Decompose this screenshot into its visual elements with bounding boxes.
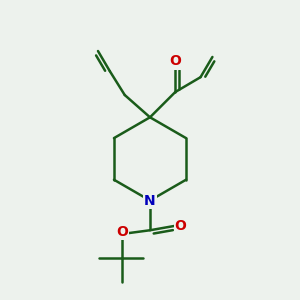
Text: O: O (169, 54, 181, 68)
Text: O: O (116, 225, 128, 239)
Text: O: O (175, 219, 187, 233)
Text: N: N (144, 194, 156, 208)
